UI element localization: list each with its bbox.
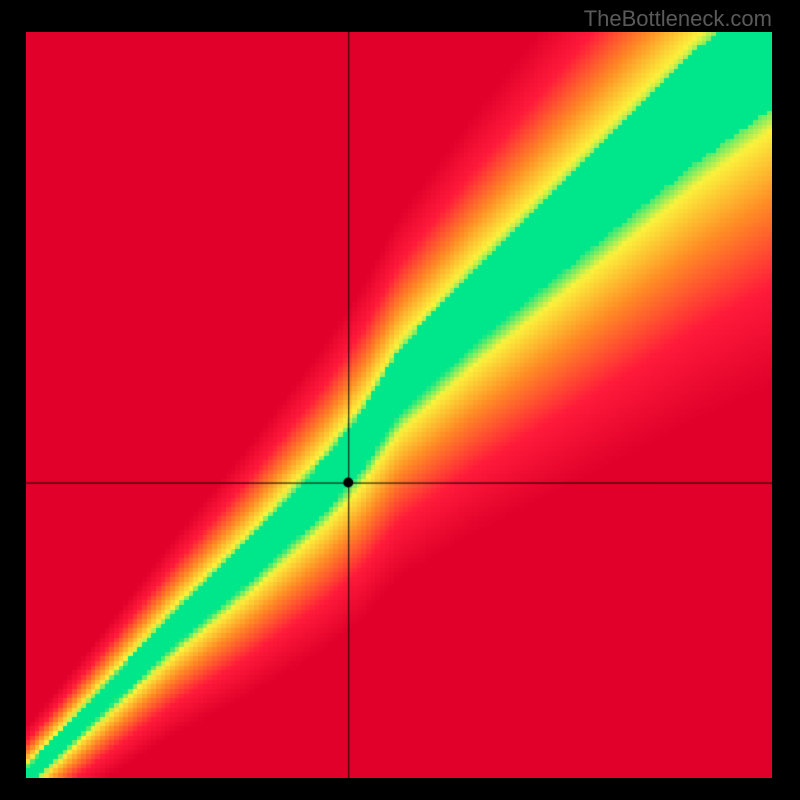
watermark-text: TheBottleneck.com: [584, 6, 772, 32]
heatmap-canvas: [26, 32, 772, 778]
chart-container: TheBottleneck.com: [0, 0, 800, 800]
heatmap-plot: [26, 32, 772, 778]
